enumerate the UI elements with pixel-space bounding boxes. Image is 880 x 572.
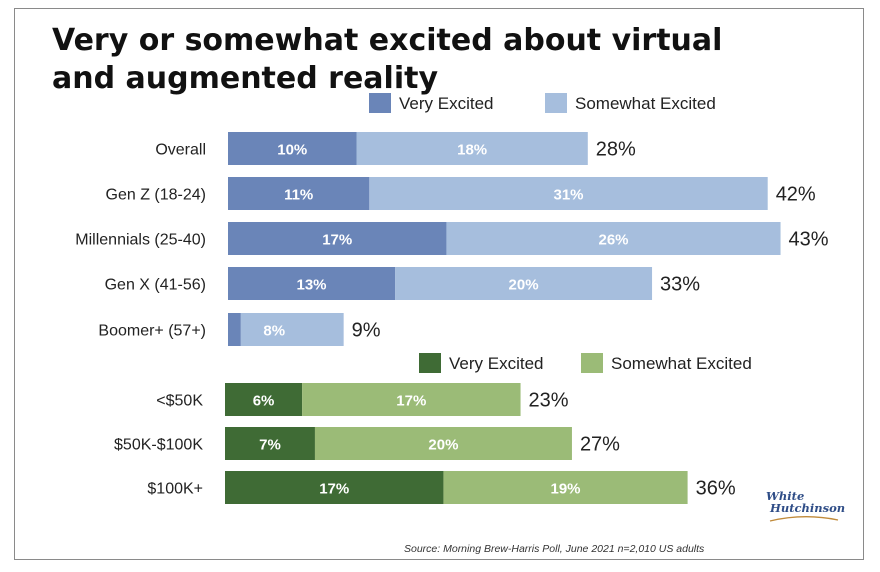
generation-bar-very-boomer-57 <box>228 313 241 346</box>
income-bar-somewhat-100k <box>443 471 688 504</box>
generation-legend-label-somewhat: Somewhat Excited <box>575 94 716 113</box>
generation-category-label: Gen Z (18-24) <box>106 187 206 204</box>
generation-category-label: Gen X (41-56) <box>105 277 206 294</box>
income-value-label-somewhat: 19% <box>551 481 581 498</box>
generation-bar-somewhat-overall <box>356 132 588 165</box>
income-value-label-very: 6% <box>253 393 275 410</box>
generation-value-label-very: 13% <box>297 277 327 294</box>
income-value-label-somewhat: 17% <box>396 393 426 410</box>
income-value-label-very: 17% <box>319 481 349 498</box>
income-legend-swatch-very <box>419 353 441 373</box>
generation-value-label-very: 11% <box>284 187 313 204</box>
generation-value-label-somewhat: 8% <box>263 323 285 340</box>
generation-value-label-very: 17% <box>322 232 352 249</box>
income-bar-very-100k <box>225 471 444 504</box>
generation-total-label: 43% <box>789 229 829 251</box>
chart-title: Very or somewhat excited about virtual a… <box>52 23 723 96</box>
generation-bar-very-gen-x-41-56 <box>228 267 396 300</box>
white-hutchinson-logo: White Hutchinson <box>766 490 846 542</box>
income-legend-label-very: Very Excited <box>449 354 544 373</box>
generation-legend-swatch-very <box>369 93 391 113</box>
income-bar-somewhat-50k-100k <box>314 427 572 460</box>
income-legend-swatch-somewhat <box>581 353 603 373</box>
generation-bar-very-millennials-25-40 <box>228 222 447 255</box>
income-total-label: 27% <box>580 434 620 456</box>
logo-wordmark: White Hutchinson <box>766 490 845 514</box>
chart-frame <box>14 8 864 560</box>
generation-bar-very-overall <box>228 132 357 165</box>
generation-value-label-somewhat: 18% <box>457 142 487 159</box>
generation-value-label-somewhat: 26% <box>598 232 628 249</box>
income-category-label: $100K+ <box>147 481 203 498</box>
generation-total-label: 42% <box>776 184 816 206</box>
source-note: Source: Morning Brew-Harris Poll, June 2… <box>404 543 705 555</box>
income-category-label: $50K-$100K <box>114 437 203 454</box>
generation-legend-label-very: Very Excited <box>399 94 494 113</box>
generation-total-label: 9% <box>352 320 381 342</box>
logo-line-1: White <box>766 489 805 503</box>
income-total-label: 36% <box>696 478 736 500</box>
generation-category-label: Millennials (25-40) <box>75 232 206 249</box>
generation-category-label: Overall <box>155 142 206 159</box>
generation-legend-swatch-somewhat <box>545 93 567 113</box>
generation-bar-very-gen-z-18-24 <box>228 177 370 210</box>
generation-value-label-somewhat: 31% <box>554 187 584 204</box>
logo-line-2: Hutchinson <box>770 501 846 515</box>
income-bar-somewhat-50k <box>302 383 521 416</box>
income-value-label-somewhat: 20% <box>428 437 458 454</box>
income-legend-label-somewhat: Somewhat Excited <box>611 354 752 373</box>
generation-bar-somewhat-boomer-57 <box>240 313 344 346</box>
generation-total-label: 28% <box>596 139 636 161</box>
logo-swoosh-icon <box>769 516 839 522</box>
generation-value-label-somewhat: 20% <box>509 277 539 294</box>
generation-total-label: 33% <box>660 274 700 296</box>
generation-bar-somewhat-millennials-25-40 <box>446 222 781 255</box>
income-bar-very-50k-100k <box>225 427 315 460</box>
generation-bar-somewhat-gen-x-41-56 <box>395 267 653 300</box>
generation-category-label: Boomer+ (57+) <box>98 323 206 340</box>
income-total-label: 23% <box>529 390 569 412</box>
income-bar-very-50k <box>225 383 303 416</box>
generation-bar-somewhat-gen-z-18-24 <box>369 177 768 210</box>
income-category-label: <$50K <box>156 393 203 410</box>
income-value-label-very: 7% <box>259 437 281 454</box>
generation-value-label-very: 10% <box>277 142 307 159</box>
